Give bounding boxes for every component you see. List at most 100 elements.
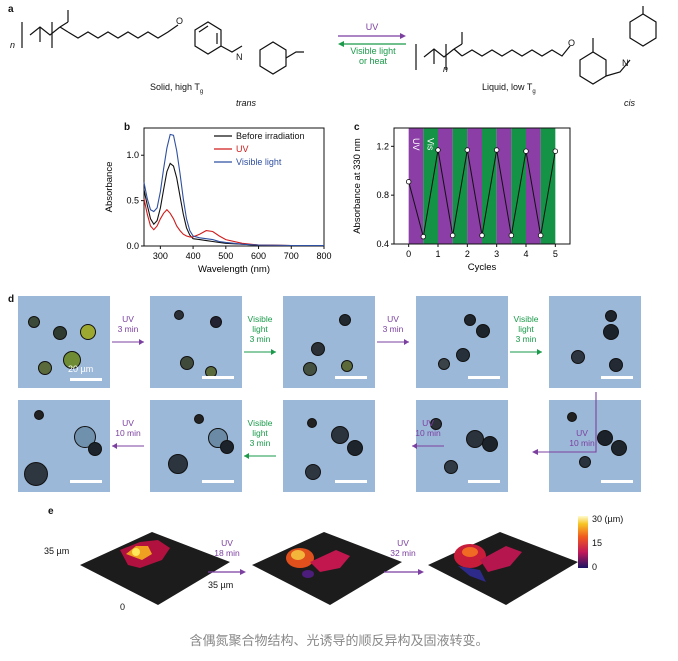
micrograph-1: 20 µm xyxy=(18,296,110,388)
particle xyxy=(311,342,325,356)
micrograph-3 xyxy=(283,296,375,388)
absorbance-spectrum-chart: 300 400 500 600 700 800 0.0 0.5 1.0 Wavelength (n… xyxy=(104,127,332,275)
x-tick-label-b: 600 xyxy=(251,251,266,261)
particle xyxy=(430,418,442,430)
nitrogen-label-left: N xyxy=(236,52,243,62)
subscript-n-left: n xyxy=(10,40,16,50)
micrograph-7 xyxy=(416,400,508,492)
vis-band xyxy=(482,128,497,244)
uv-forward-label: UV xyxy=(365,22,379,32)
particle xyxy=(210,316,222,328)
x-tick-label-c: 5 xyxy=(553,249,558,259)
colorbar-mid-label: 15 xyxy=(592,538,603,548)
uv-18min-line2: 18 min xyxy=(214,548,240,558)
scale-bar xyxy=(70,480,102,483)
height-map-1 xyxy=(80,532,230,605)
cycle-point xyxy=(405,179,412,185)
step-line-3: 3 min xyxy=(515,334,537,344)
particle xyxy=(482,436,498,452)
reverse-label-line2: or heat xyxy=(358,56,388,66)
particle xyxy=(571,350,585,364)
step-arrowhead xyxy=(404,339,409,345)
particle xyxy=(180,356,194,370)
panel-d-step-4: Visible light 3 min xyxy=(508,314,544,344)
step-line-1: Visible xyxy=(247,418,273,428)
scale-bar xyxy=(202,480,234,483)
panel-d-letter: d xyxy=(8,294,15,305)
cycle-point xyxy=(464,147,471,153)
cycling-chart: UV Vis 0 1 2 3 4 5 0.4 0.8 1.2 Cycles Absorbance at … xyxy=(352,127,571,273)
colorbar xyxy=(578,516,588,568)
y-axis-label-c: Absorbance at 330 nm xyxy=(352,138,363,234)
scale-bar xyxy=(468,376,500,379)
uv-18min-label: UV 18 min xyxy=(204,538,250,558)
step-line-1: UV xyxy=(422,418,434,428)
step-line-2: 10 min xyxy=(115,428,141,438)
step-line-2: 3 min xyxy=(117,324,139,334)
right-state-sub: g xyxy=(532,88,536,95)
step-line-2: 3 min xyxy=(382,324,404,334)
y-tick-label-c: 1.2 xyxy=(376,141,389,151)
micrograph-8 xyxy=(283,400,375,492)
vis-band xyxy=(540,128,556,244)
step-line-1: UV xyxy=(122,418,134,428)
scale-bar xyxy=(70,378,102,381)
particle xyxy=(220,440,234,454)
oxygen-label-right: O xyxy=(568,38,576,48)
series-line-2 xyxy=(143,133,324,247)
subscript-n-right: n xyxy=(443,64,449,74)
colorbar-min-label: 0 xyxy=(592,562,598,572)
panel-d-step-3: UV 3 min xyxy=(375,314,411,334)
particle xyxy=(567,412,577,422)
band-label-vis: Vis xyxy=(426,138,436,151)
particle xyxy=(38,361,52,375)
cycle-point xyxy=(435,147,441,153)
trans-label: trans xyxy=(236,98,257,108)
scale-bar xyxy=(601,480,633,483)
particle xyxy=(605,310,617,322)
y-tick-label-c: 0.8 xyxy=(376,190,389,200)
particle xyxy=(476,324,490,338)
step-arrowhead xyxy=(271,349,276,355)
cycle-point xyxy=(420,233,427,240)
left-state-text: Solid, high T xyxy=(150,82,200,92)
scale-bar xyxy=(468,480,500,483)
legend-label-0: Before irradiation xyxy=(236,131,305,141)
height-maps xyxy=(80,516,588,605)
band-label-uv: UV xyxy=(411,138,421,151)
right-state-text: Liquid, low T xyxy=(482,82,533,92)
step-line-3: 3 min xyxy=(249,438,271,448)
cis-label: cis xyxy=(624,98,635,108)
panel-b-letter: b xyxy=(124,122,131,133)
step-arrowhead xyxy=(537,349,542,355)
particle xyxy=(597,430,613,446)
cycle-point xyxy=(449,232,456,239)
uv-band xyxy=(467,128,482,244)
reverse-label-line1: Visible light xyxy=(350,46,396,56)
particle xyxy=(80,324,96,340)
x-axis-label-b: Wavelength (nm) xyxy=(198,264,270,275)
panel-d-step-2: Visible light 3 min xyxy=(242,314,278,344)
particle xyxy=(611,440,627,456)
particle xyxy=(603,324,619,340)
particle xyxy=(347,440,363,456)
scale-bar-label: 20 µm xyxy=(68,364,94,374)
figure-caption: 含偶氮聚合物结构、光诱导的顺反异构及固液转变。 xyxy=(189,633,489,648)
step-arrowhead xyxy=(112,443,117,449)
particle xyxy=(579,456,591,468)
x-tick-label-b: 700 xyxy=(284,251,299,261)
left-state-sub: g xyxy=(199,88,204,95)
step-line-2: light xyxy=(518,324,534,334)
uv-band xyxy=(408,128,424,244)
particle xyxy=(174,310,184,320)
cycle-point xyxy=(479,232,485,239)
nitrogen-label-right: N xyxy=(622,58,629,68)
step-line-2: 10 min xyxy=(569,438,595,448)
x-tick-label-b: 800 xyxy=(316,251,331,261)
panel-a-structures xyxy=(21,6,657,85)
uv-band xyxy=(526,128,541,244)
particle xyxy=(168,454,188,474)
uv-32min-line1: UV xyxy=(397,538,409,548)
left-state-label: Solid, high Tg xyxy=(150,82,203,95)
y-tick-label-b: 1.0 xyxy=(126,150,139,160)
